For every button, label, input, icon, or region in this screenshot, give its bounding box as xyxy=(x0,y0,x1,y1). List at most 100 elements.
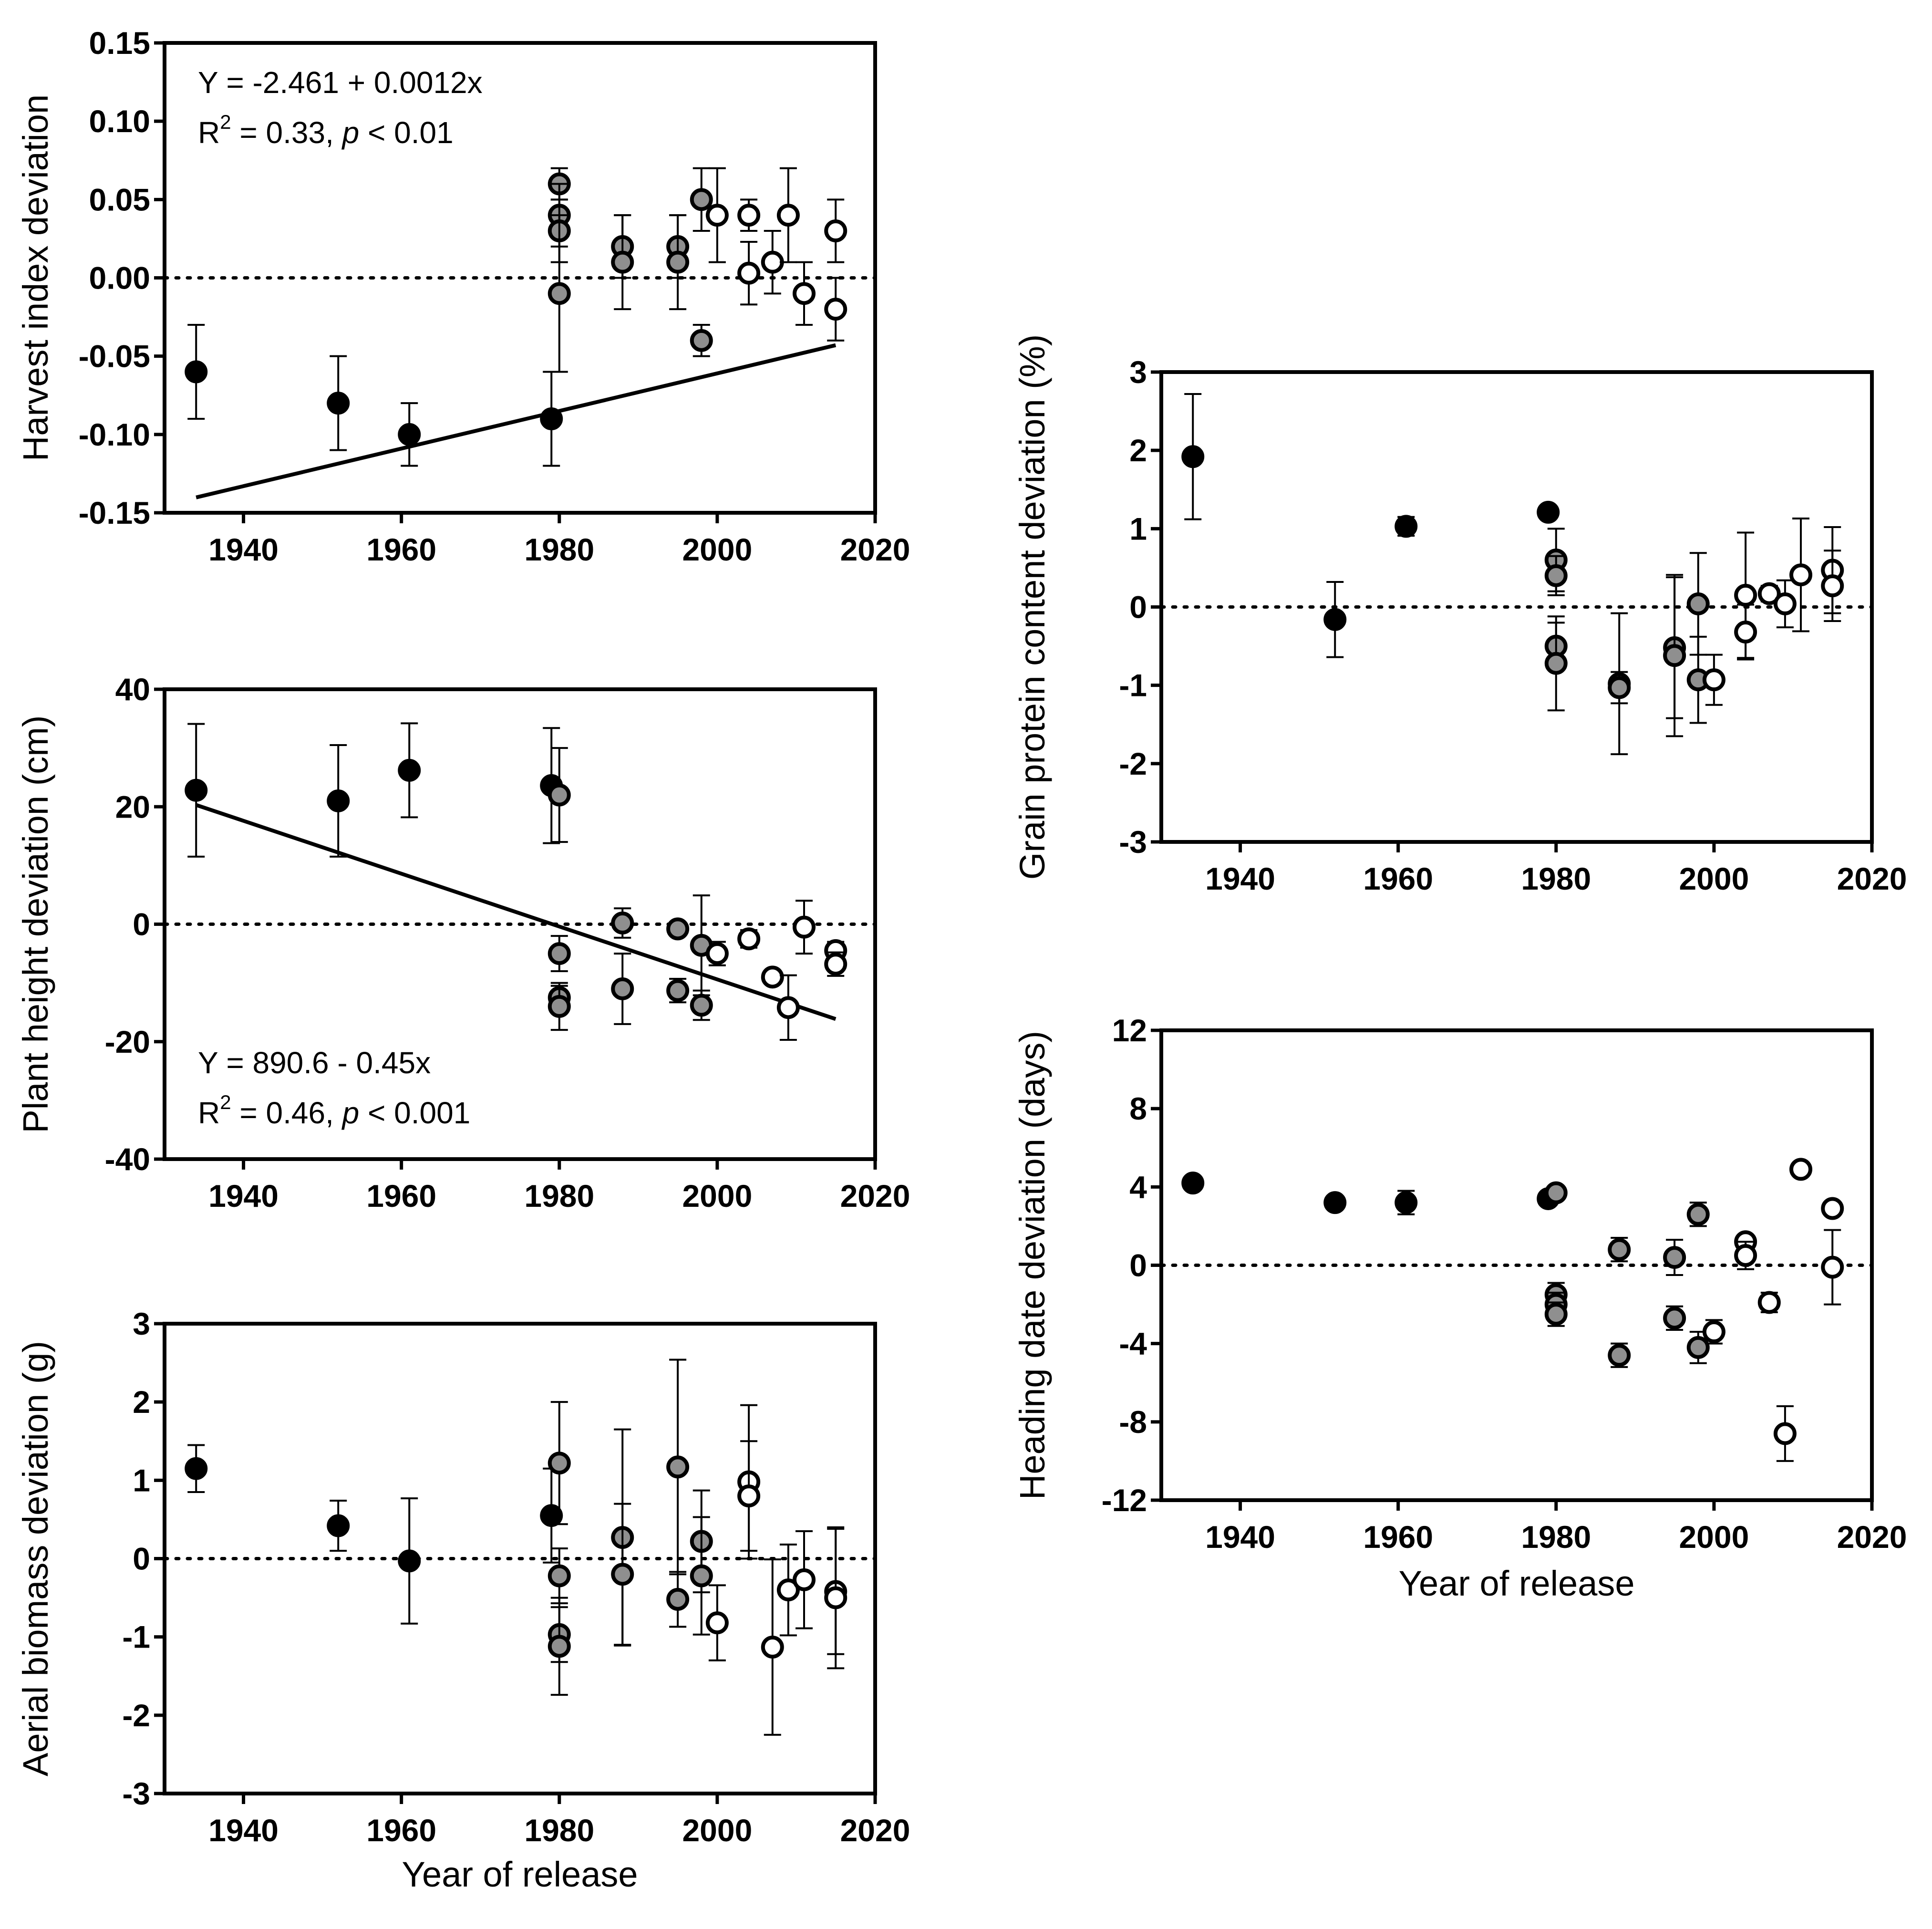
x-tick-label: 1940 xyxy=(1205,1519,1275,1555)
y-tick-label: 0 xyxy=(133,1541,150,1576)
x-tick-label: 1940 xyxy=(208,1178,279,1213)
y-tick-label: 12 xyxy=(1112,1013,1147,1048)
y-axis-title: Grain protein content deviation (%) xyxy=(1012,334,1052,880)
data-point-new xyxy=(761,250,784,274)
r-superscript: 2 xyxy=(220,1091,231,1113)
panel-biomass: -3 -2 -1 0 1 2 3 1940 1960 1980 2000 2020 Aerial bio… xyxy=(16,1306,910,1894)
x-tick-label: 1960 xyxy=(1363,861,1433,896)
r-symbol: R xyxy=(198,115,220,150)
data-point-old xyxy=(398,758,421,782)
y-tick-label: -8 xyxy=(1119,1404,1147,1440)
r-superscript: 2 xyxy=(220,111,231,133)
data-point-new xyxy=(737,261,761,285)
y-tick-label: -1 xyxy=(1119,668,1147,703)
data-point-old xyxy=(327,789,350,812)
data-point-old xyxy=(1537,500,1560,524)
y-tick-label: 0.00 xyxy=(89,260,150,296)
panel-height: -40 -20 0 20 40 1940 1960 1980 2000 2020 Plant hei… xyxy=(16,672,910,1213)
x-tick-label: 2020 xyxy=(1837,861,1907,896)
x-tick-label: 2000 xyxy=(682,532,752,567)
panel-protein: -3 -2 -1 0 1 2 3 1940 1960 1980 2000 2020 Grain prot… xyxy=(1012,334,1907,896)
x-tick-label: 2020 xyxy=(840,1813,910,1848)
x-tick-label: 1980 xyxy=(524,532,594,567)
data-point-mid xyxy=(548,995,571,1018)
data-point-old xyxy=(185,360,208,384)
y-tick-label: -0.10 xyxy=(79,417,150,452)
data-point-new xyxy=(1773,592,1797,615)
data-point-mid xyxy=(666,979,690,1002)
r-squared-value: = 0.33, xyxy=(231,115,342,150)
x-tick-label: 2000 xyxy=(1679,861,1749,896)
y-axis-title: Plant height deviation (cm) xyxy=(16,715,55,1133)
panel-heading: -12 -8 -4 0 4 8 12 1940 1960 1980 2000 2020 Heading … xyxy=(1012,1013,1907,1603)
x-tick-label: 1960 xyxy=(1363,1519,1433,1555)
data-point-mid xyxy=(548,282,571,305)
data-point-mid xyxy=(1544,564,1568,587)
data-point-mid xyxy=(1544,1181,1568,1204)
r-symbol: R xyxy=(198,1096,220,1130)
data-point-new xyxy=(1734,583,1757,607)
data-point-mid xyxy=(1608,676,1631,699)
data-point-new xyxy=(824,219,847,242)
x-tick-label: 1960 xyxy=(366,1813,436,1848)
x-tick-label: 1960 xyxy=(366,1178,436,1213)
y-tick-label: 0.05 xyxy=(89,182,150,217)
y-tick-label: 2 xyxy=(133,1384,150,1420)
y-tick-label: 0 xyxy=(1129,590,1147,625)
data-point-old xyxy=(1323,608,1347,631)
x-tick-label: 2020 xyxy=(840,1178,910,1213)
data-point-new xyxy=(761,965,784,989)
data-point-new xyxy=(1789,563,1812,587)
data-point-old xyxy=(398,1549,421,1573)
x-tick-label: 2020 xyxy=(840,532,910,567)
x-tick-label: 1980 xyxy=(524,1813,594,1848)
y-tick-label: -0.15 xyxy=(79,495,150,530)
data-point-new xyxy=(705,1611,729,1635)
data-point-new xyxy=(1773,1422,1797,1445)
y-axis-title: Aerial biomass deviation (g) xyxy=(16,1341,55,1776)
data-point-mid xyxy=(1686,1336,1710,1359)
data-point-new xyxy=(824,1586,847,1609)
y-tick-label: -4 xyxy=(1119,1326,1147,1361)
y-tick-label: -2 xyxy=(1119,746,1147,781)
data-point-new xyxy=(1757,1291,1781,1314)
y-tick-label: 20 xyxy=(115,789,150,824)
data-point-old xyxy=(540,1504,563,1527)
data-point-mid xyxy=(666,917,690,941)
data-point-mid xyxy=(666,1455,690,1479)
data-point-old xyxy=(1181,1172,1205,1195)
r-squared-text: R2 = 0.46, p < 0.001 xyxy=(198,1091,470,1130)
data-point-mid xyxy=(1663,644,1686,667)
x-tick-label: 2020 xyxy=(1837,1519,1907,1555)
data-point-old xyxy=(540,407,563,430)
regression-line xyxy=(195,803,837,1021)
y-tick-label: 1 xyxy=(133,1462,150,1498)
y-tick-label: 8 xyxy=(1129,1091,1147,1126)
data-point-mid xyxy=(666,250,690,274)
data-point-mid xyxy=(666,1587,690,1611)
y-tick-label: 0.10 xyxy=(89,104,150,139)
y-tick-label: 0.15 xyxy=(89,25,150,61)
data-point-old xyxy=(398,423,421,446)
data-point-mid xyxy=(690,188,713,211)
p-symbol: p xyxy=(341,115,360,150)
y-tick-label: 0 xyxy=(133,907,150,942)
data-point-mid xyxy=(690,994,713,1017)
regression-equation: Y = -2.461 + 0.0012x xyxy=(198,65,483,100)
data-point-mid xyxy=(548,1564,571,1587)
data-point-mid xyxy=(611,912,634,935)
y-tick-label: -3 xyxy=(1119,824,1147,860)
data-point-mid xyxy=(611,1563,634,1586)
data-point-old xyxy=(185,1457,208,1480)
x-tick-label: 2000 xyxy=(682,1178,752,1213)
data-point-old xyxy=(1395,515,1418,538)
data-point-mid xyxy=(1686,1203,1710,1226)
x-tick-label: 1980 xyxy=(1521,861,1591,896)
data-point-new xyxy=(824,953,847,976)
r-squared-value: = 0.46, xyxy=(231,1096,342,1130)
data-point-new xyxy=(705,942,729,965)
p-comparison: < 0.001 xyxy=(359,1096,470,1130)
y-tick-label: -1 xyxy=(122,1619,150,1655)
data-point-new xyxy=(1821,1197,1844,1220)
